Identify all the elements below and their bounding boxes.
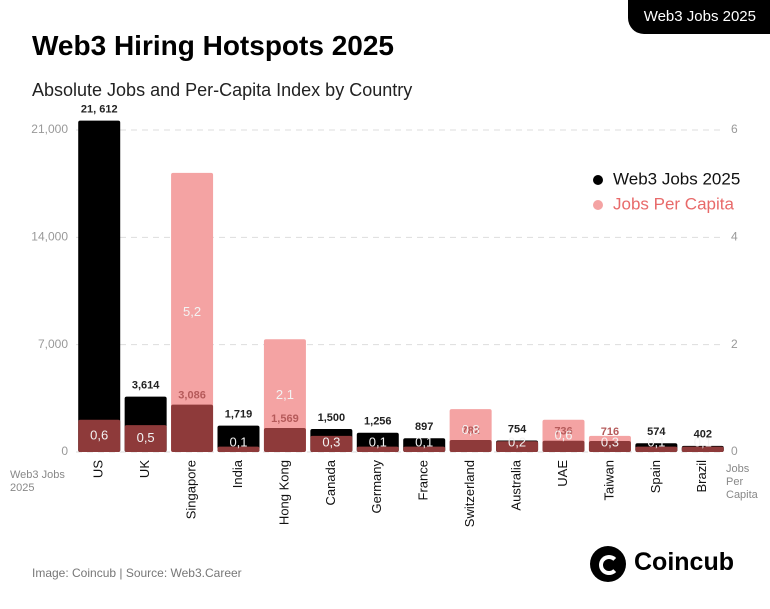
y-tick-label: 0: [61, 444, 68, 458]
bar: [496, 441, 539, 452]
x-tick-label: Brazil: [694, 460, 709, 493]
value-label: 0,2: [508, 434, 526, 449]
value-label: 782: [461, 425, 479, 437]
x-tick-label: Taiwan: [601, 460, 616, 500]
x-tick-label: Singapore: [184, 460, 199, 519]
bar: [263, 427, 306, 452]
y-tick-label: 14,000: [31, 230, 68, 244]
value-label: 21, 612: [81, 104, 118, 116]
value-label: 0,3: [322, 434, 340, 449]
y-tick-label: 21,000: [31, 122, 68, 136]
x-tick-label: US: [91, 460, 106, 478]
value-label: 3,086: [178, 390, 206, 402]
bar: [263, 339, 306, 452]
bar: [588, 441, 631, 452]
value-label: 0,1: [369, 434, 387, 449]
value-label: 2,1: [276, 387, 294, 402]
brand: Coincub: [634, 548, 734, 576]
value-label: 0,1: [647, 434, 665, 449]
value-label: 1,719: [225, 409, 253, 421]
value-label: 1,256: [364, 416, 392, 428]
legend-marker: [593, 175, 603, 185]
value-label: 716: [601, 426, 619, 438]
bar: [124, 425, 167, 452]
value-label: 0,1: [415, 434, 433, 449]
source-note: Image: Coincub | Source: Web3.Career: [32, 566, 242, 580]
value-label: 0,6: [554, 427, 572, 442]
bar: [171, 172, 214, 452]
x-tick-label: UAE: [555, 460, 570, 487]
x-tick-label: Spain: [648, 460, 663, 493]
x-tick-label: India: [230, 459, 245, 488]
value-label: 574: [647, 426, 666, 438]
chart-title: Web3 Hiring Hotspots 2025: [32, 30, 395, 61]
value-label: 0,3: [601, 434, 619, 449]
chart-subtitle: Absolute Jobs and Per-Capita Index by Co…: [32, 80, 413, 100]
value-label: 402: [694, 429, 712, 441]
bar: [542, 440, 585, 452]
value-label: 1,500: [318, 412, 346, 424]
y2-tick-label: 6: [731, 122, 738, 136]
x-tick-label: UK: [137, 460, 152, 478]
value-label: 754: [508, 423, 527, 435]
value-label: 0,1: [229, 434, 247, 449]
value-label: 0,6: [90, 427, 108, 442]
x-tick-label: Canada: [323, 459, 338, 505]
value-label: 736: [554, 426, 572, 438]
y2-tick-label: 4: [731, 230, 738, 244]
logo-icon: [590, 546, 626, 582]
value-label: 897: [415, 421, 433, 433]
bar: [681, 446, 724, 452]
x-tick-label: Hong Kong: [276, 460, 291, 525]
bar: [635, 446, 678, 452]
value-label: 0,8: [462, 422, 480, 437]
bar: [217, 425, 260, 452]
y-axis-title: Web3 Jobs 2025: [10, 469, 65, 494]
y-tick-label: 7,000: [38, 337, 68, 351]
legend-marker: [593, 200, 603, 210]
x-tick-label: France: [416, 460, 431, 500]
value-label: 5,2: [183, 304, 201, 319]
badge: Web3 Jobs 2025: [627, 0, 770, 34]
y2-tick-label: 0: [731, 444, 738, 458]
y2-tick-label: 2: [731, 337, 738, 351]
bar: [217, 446, 260, 452]
x-tick-label: Germany: [369, 460, 384, 514]
value-label: 0,5: [137, 430, 155, 445]
bar: [171, 404, 214, 452]
bar: [356, 446, 399, 452]
bar: [403, 446, 446, 452]
bar: [310, 435, 353, 452]
value-label: 0,1: [694, 434, 712, 449]
x-tick-label: Switzerland: [462, 460, 477, 527]
bar: [78, 120, 121, 452]
value-label: 3,614: [132, 379, 160, 391]
x-tick-label: Australia: [509, 459, 524, 510]
legend-label: Web3 Jobs 2025: [613, 169, 740, 188]
bar: [78, 419, 121, 452]
bar: [449, 440, 492, 452]
legend-label: Jobs Per Capita: [613, 194, 734, 213]
y2-axis-title: Jobs Per Capita: [726, 463, 758, 501]
value-label: 1,569: [271, 413, 299, 425]
